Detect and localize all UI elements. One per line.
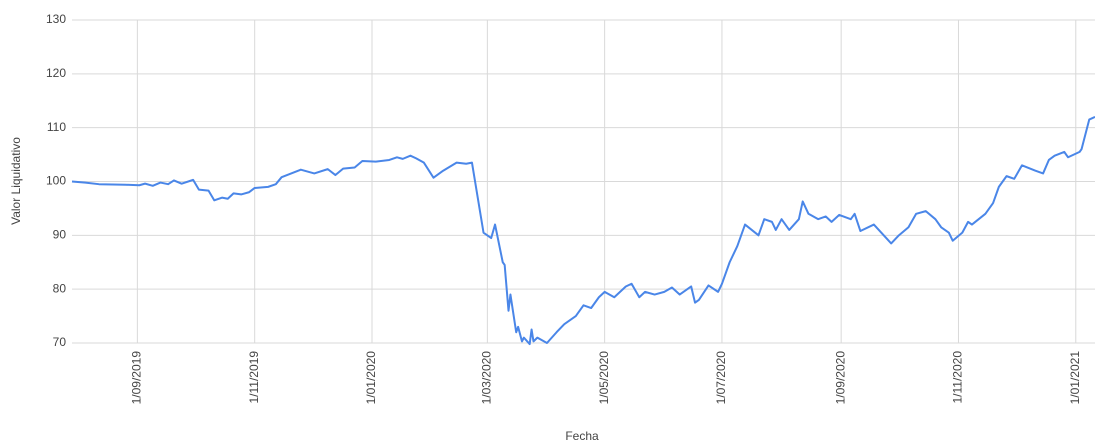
y-tick-label: 90 — [53, 228, 67, 242]
x-axis-title: Fecha — [565, 429, 599, 443]
x-tick-label: 1/05/2020 — [597, 351, 611, 405]
y-tick-label: 100 — [46, 174, 66, 188]
x-tick-label: 1/01/2020 — [364, 351, 378, 405]
y-tick-label: 70 — [53, 335, 67, 349]
y-tick-label: 80 — [53, 281, 67, 295]
x-tick-label: 1/09/2019 — [130, 351, 144, 405]
x-tick-label: 1/01/2021 — [1068, 351, 1082, 405]
y-axis-title: Valor Liquidativo — [9, 137, 23, 225]
x-tick-label: 1/07/2020 — [714, 351, 728, 405]
x-tick-label: 1/11/2019 — [247, 351, 261, 404]
data-line — [71, 115, 1095, 346]
x-tick-label: 1/09/2020 — [833, 351, 847, 405]
y-tick-label: 120 — [46, 66, 66, 80]
y-tick-label: 110 — [47, 120, 66, 134]
x-tick-label: 1/03/2020 — [480, 351, 494, 405]
y-tick-label: 130 — [46, 12, 66, 26]
x-tick-label: 1/11/2020 — [951, 351, 965, 404]
